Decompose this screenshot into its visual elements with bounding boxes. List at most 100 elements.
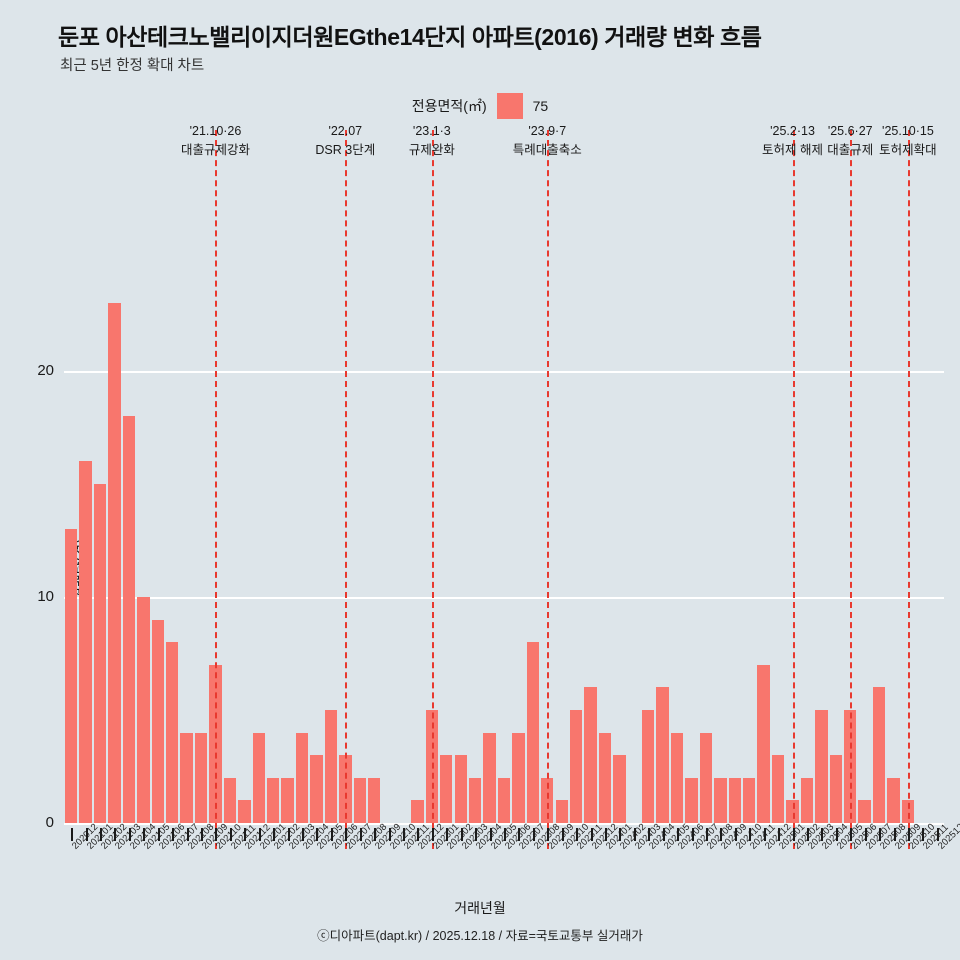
bar-202411[interactable] bbox=[743, 777, 756, 823]
x-tick bbox=[374, 828, 377, 841]
x-tick bbox=[922, 828, 925, 841]
bar-202312[interactable] bbox=[584, 687, 597, 823]
bar-202402[interactable] bbox=[613, 755, 626, 823]
x-tick bbox=[604, 828, 607, 841]
x-tick bbox=[330, 828, 333, 841]
bar-202111[interactable] bbox=[223, 777, 237, 823]
bar-202311[interactable] bbox=[569, 710, 583, 823]
event-date: '25.2·13 bbox=[770, 124, 815, 138]
chart-legend: 전용면적(㎡) 75 bbox=[0, 93, 960, 119]
bar-202307[interactable] bbox=[512, 732, 525, 823]
bar-202308[interactable] bbox=[526, 642, 540, 823]
x-tick bbox=[244, 828, 247, 841]
bar-202012[interactable] bbox=[65, 529, 78, 823]
event-name: 특례대출축소 bbox=[512, 143, 582, 158]
x-tick bbox=[100, 828, 103, 841]
bar-202410[interactable] bbox=[728, 777, 742, 823]
bar-202202[interactable] bbox=[266, 777, 280, 823]
bar-202208[interactable] bbox=[353, 777, 366, 823]
x-tick bbox=[128, 828, 131, 841]
bar-202306[interactable] bbox=[497, 777, 511, 823]
x-tick bbox=[561, 828, 564, 841]
bar-202310[interactable] bbox=[555, 800, 568, 823]
event-label-202110: '21.10·26 대출규제강화 bbox=[181, 122, 250, 161]
bar-202212[interactable] bbox=[411, 800, 424, 823]
bar-202504[interactable] bbox=[815, 710, 828, 823]
x-tick bbox=[778, 828, 781, 841]
bar-202109[interactable] bbox=[194, 732, 208, 823]
bar-202112[interactable] bbox=[238, 800, 251, 823]
x-tick bbox=[460, 828, 463, 841]
page-subtitle: 최근 5년 한정 확대 차트 bbox=[60, 58, 205, 74]
bar-202106[interactable] bbox=[151, 619, 164, 823]
bar-202104[interactable] bbox=[122, 416, 136, 823]
bar-202102[interactable] bbox=[93, 484, 107, 823]
y-tick-label: 10 bbox=[37, 588, 54, 605]
bar-202205[interactable] bbox=[310, 755, 323, 823]
bar-202404[interactable] bbox=[642, 710, 655, 823]
x-tick bbox=[734, 828, 737, 841]
bar-202304[interactable] bbox=[468, 777, 482, 823]
x-axis: 2020122021012021022021032021042021052021… bbox=[64, 822, 960, 948]
event-line-202506 bbox=[850, 130, 853, 849]
event-name: 대출규제 bbox=[827, 143, 874, 158]
bar-202409[interactable] bbox=[714, 777, 727, 823]
x-tick bbox=[547, 828, 550, 841]
bar-202508[interactable] bbox=[872, 687, 886, 823]
bar-202305[interactable] bbox=[483, 732, 496, 823]
event-line-202207 bbox=[345, 130, 348, 849]
bar-202103[interactable] bbox=[108, 303, 121, 823]
x-tick bbox=[114, 828, 117, 841]
bar-202203[interactable] bbox=[281, 777, 294, 823]
bar-202407[interactable] bbox=[685, 777, 698, 823]
x-tick bbox=[518, 828, 521, 841]
x-tick bbox=[431, 828, 434, 841]
x-tick bbox=[749, 828, 752, 841]
page-title: 둔포 아산테크노밸리이지더원EGthe14단지 아파트(2016) 거래량 변화… bbox=[58, 24, 762, 50]
x-tick bbox=[403, 828, 406, 841]
bar-202401[interactable] bbox=[598, 732, 612, 823]
bar-202406[interactable] bbox=[670, 732, 684, 823]
bar-202302[interactable] bbox=[440, 755, 453, 823]
bar-202412[interactable] bbox=[757, 664, 770, 823]
x-tick bbox=[705, 828, 708, 841]
x-tick bbox=[302, 828, 305, 841]
bar-202509[interactable] bbox=[887, 777, 900, 823]
x-tick bbox=[71, 828, 74, 841]
bar-202405[interactable] bbox=[656, 687, 669, 823]
x-tick bbox=[907, 828, 910, 841]
x-tick bbox=[316, 828, 319, 841]
event-line-202502 bbox=[792, 130, 795, 849]
x-tick bbox=[792, 828, 795, 841]
event-date: '25.6·27 bbox=[827, 124, 873, 138]
legend-title: 전용면적(㎡) bbox=[411, 98, 487, 114]
bar-202101[interactable] bbox=[79, 461, 92, 823]
event-line-202309 bbox=[547, 130, 550, 849]
x-tick bbox=[345, 828, 348, 841]
event-date: '22.07 bbox=[328, 124, 363, 138]
bar-202507[interactable] bbox=[858, 800, 871, 823]
x-tick bbox=[143, 828, 146, 841]
x-tick bbox=[201, 828, 204, 841]
x-tick bbox=[157, 828, 160, 841]
bar-202209[interactable] bbox=[367, 777, 381, 823]
x-tick bbox=[388, 828, 391, 841]
event-name: 토허제확대 bbox=[879, 143, 937, 158]
bar-202105[interactable] bbox=[137, 597, 150, 823]
bar-202303[interactable] bbox=[454, 755, 467, 823]
bar-202107[interactable] bbox=[165, 642, 179, 823]
x-tick bbox=[504, 828, 506, 841]
event-label-202301: '23.1·3 규제완화 bbox=[409, 122, 455, 161]
event-label-202502: '25.2·13 토허제 해제 bbox=[762, 122, 823, 161]
bar-202206[interactable] bbox=[324, 710, 338, 823]
x-tick bbox=[879, 828, 882, 841]
bar-202501[interactable] bbox=[771, 755, 785, 823]
x-tick bbox=[287, 828, 290, 841]
bar-202108[interactable] bbox=[180, 732, 193, 823]
bar-202505[interactable] bbox=[829, 755, 842, 823]
legend-swatch-75 bbox=[496, 93, 523, 119]
bar-202201[interactable] bbox=[252, 732, 265, 823]
bar-202204[interactable] bbox=[295, 732, 309, 823]
bar-202408[interactable] bbox=[699, 732, 713, 823]
bar-202503[interactable] bbox=[800, 777, 814, 823]
